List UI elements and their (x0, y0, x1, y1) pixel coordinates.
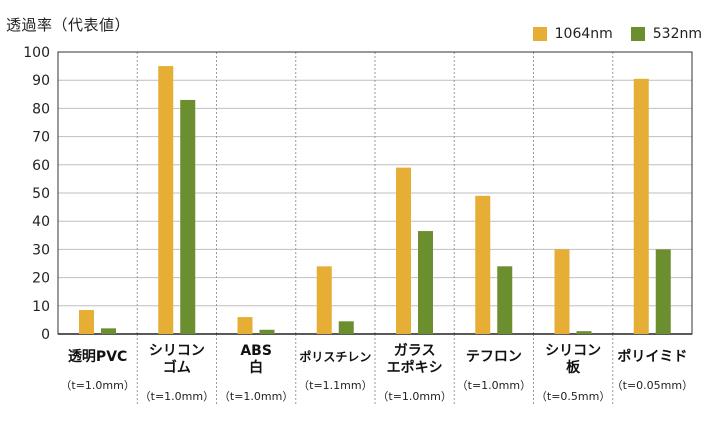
category-label-1-line-1: ゴム (163, 359, 191, 376)
legend-item-532nm: 532nm (630, 26, 702, 42)
bar-532nm-5 (497, 266, 513, 334)
category-note-7: （t=0.05mm） (612, 379, 693, 392)
category-label-7-line-0: ポリイミド (617, 348, 687, 365)
y-tick-label-50: 50 (32, 186, 50, 202)
category-label-4-line-0: ガラス (394, 343, 436, 359)
y-tick-label-30: 30 (32, 242, 50, 258)
legend: 1064nm 532nm (515, 26, 702, 42)
y-tick-label-40: 40 (32, 214, 50, 230)
bar-1064nm-7 (633, 78, 649, 334)
y-tick-label-80: 80 (32, 101, 50, 117)
category-label-4-line-1: エポキシ (387, 359, 443, 376)
bar-532nm-4 (418, 231, 433, 334)
category-label-6-line-1: 板 (566, 359, 581, 376)
category-label-3-line-0: ポリスチレン (299, 349, 371, 364)
category-label-0-line-0: 透明PVC (68, 349, 127, 365)
category-label-6-line-0: シリコン (545, 343, 601, 359)
category-label-2-line-1: 白 (249, 359, 263, 376)
legend-swatch-1064nm (532, 27, 547, 41)
category-note-5: （t=1.0mm） (457, 379, 531, 392)
bar-1064nm-6 (554, 249, 570, 334)
bar-1064nm-5 (475, 195, 491, 334)
y-tick-label-90: 90 (32, 73, 50, 89)
category-label-2-line-0: ABS (240, 343, 272, 359)
bar-532nm-0 (101, 328, 116, 334)
category-label-1-line-0: シリコン (149, 343, 205, 359)
category-note-1: （t=1.0mm） (140, 390, 214, 403)
bar-532nm-1 (180, 99, 196, 334)
category-note-0: （t=1.0mm） (60, 379, 134, 392)
bar-1064nm-2 (237, 317, 253, 334)
legend-item-1064nm: 1064nm (532, 26, 613, 42)
y-axis-title: 透過率（代表値） (6, 16, 131, 34)
legend-label-532nm: 532nm (652, 26, 702, 42)
y-tick-label-0: 0 (41, 327, 50, 343)
bar-532nm-6 (576, 331, 592, 334)
category-note-2: （t=1.0mm） (219, 390, 293, 403)
bar-532nm-7 (655, 249, 671, 334)
bar-1064nm-3 (316, 266, 332, 334)
bar-532nm-3 (338, 321, 354, 334)
bar-532nm-2 (259, 329, 275, 334)
category-label-5-line-0: テフロン (466, 349, 522, 365)
y-tick-label-10: 10 (32, 299, 50, 315)
category-note-4: （t=1.0mm） (377, 390, 451, 403)
bar-1064nm-0 (79, 310, 94, 334)
y-tick-label-20: 20 (32, 271, 50, 287)
y-tick-label-70: 70 (32, 130, 50, 146)
y-tick-label-100: 100 (23, 45, 50, 61)
category-note-3: （t=1.1mm） (298, 379, 372, 392)
bar-1064nm-1 (158, 66, 174, 334)
legend-label-1064nm: 1064nm (554, 26, 613, 42)
bar-1064nm-4 (396, 167, 411, 334)
legend-swatch-532nm (630, 27, 645, 41)
y-tick-label-60: 60 (32, 158, 50, 174)
category-note-6: （t=0.5mm） (536, 390, 610, 403)
